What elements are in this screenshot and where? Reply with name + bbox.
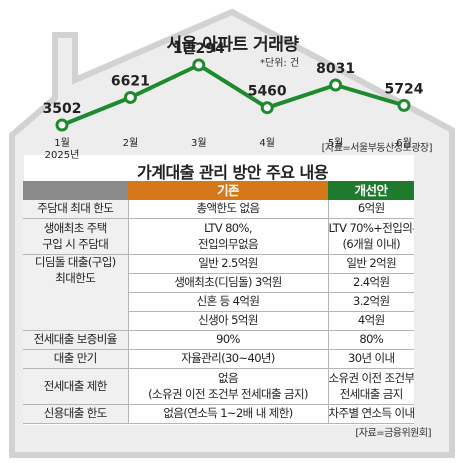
table-source: [자료=금융위원회] xyxy=(355,428,431,439)
x-tick-label: 2월 xyxy=(123,137,139,149)
cell-line: LTV 80%, xyxy=(204,221,252,235)
cell-line: 소유권 이전 조건부 xyxy=(328,371,415,385)
row-item: 대출 만기 xyxy=(23,349,129,369)
row-before: 없음(연소득 1~2배 내 제한) xyxy=(128,404,329,424)
table-row: 전세대출 보증비율 90% 80% xyxy=(23,330,414,350)
data-point xyxy=(55,118,69,132)
data-point xyxy=(260,101,274,115)
row-after: 80% xyxy=(328,330,414,350)
cell-line: (6개월 이내) xyxy=(342,236,401,251)
table-row: 생애최초(디딤돌) 3억원 2.4억원 xyxy=(23,273,414,293)
cell-line: 80% xyxy=(359,332,384,347)
row-after: 6억원 xyxy=(328,200,414,219)
cell-line: LTV 70%+전입의무 부과 xyxy=(328,221,415,235)
data-point xyxy=(192,58,206,72)
table-title: 가계대출 관리 방안 주요 내용 xyxy=(137,163,328,182)
data-point xyxy=(123,90,137,104)
row-before: 일반 2.5억원 xyxy=(128,254,329,274)
cell-line: 6억원 xyxy=(357,201,385,216)
row-after: 차주별 연소득 이내 제한 xyxy=(328,404,415,424)
row-before: 90% xyxy=(128,330,329,350)
row-after: 4억원 xyxy=(328,311,414,331)
cell-line: 자율관리(30~40년) xyxy=(181,351,275,366)
row-before: 신생아 5억원 xyxy=(128,311,329,331)
table-row: 신생아 5억원 4억원 xyxy=(23,311,414,331)
cell-line: 생애최초 주택 xyxy=(43,221,108,235)
chart-unit: *단위: 건 xyxy=(260,58,300,69)
x-tick-label: 1월 xyxy=(54,137,70,149)
header-after: 개선안 xyxy=(328,181,414,200)
row-item: 주담대 최대 한도 xyxy=(23,200,129,219)
x-tick-label: 6월 xyxy=(396,137,412,149)
chart-source: [자료=서울부동산정보광장] xyxy=(321,143,433,154)
row-before: LTV 80%, 전입의무없음 xyxy=(128,218,329,255)
data-label: 5724 xyxy=(385,81,424,97)
header-before: 기존 xyxy=(128,181,328,200)
cell-line: 대출 만기 xyxy=(53,351,98,366)
table-row: 디딤돌 대출(구입) 최대한도 일반 2.5억원 일반 2억원 xyxy=(23,254,414,331)
table-row: 신용대출 한도 없음(연소득 1~2배 내 제한) 차주별 연소득 이내 제한 xyxy=(23,404,415,424)
header-item xyxy=(23,181,128,200)
cell-line: 없음 xyxy=(218,371,239,385)
row-item: 신용대출 한도 xyxy=(23,404,129,424)
row-item: 전세대출 보증비율 xyxy=(23,330,129,350)
cell-line: 전세대출 금지 xyxy=(339,386,404,401)
cell-line: 없음(연소득 1~2배 내 제한) xyxy=(163,406,293,421)
row-before: 생애최초(디딤돌) 3억원 xyxy=(128,273,329,293)
table-row: 대출 만기 자율관리(30~40년) 30년 이내 xyxy=(23,349,414,369)
data-label: 5460 xyxy=(248,84,287,100)
row-before: 신혼 등 4억원 xyxy=(128,292,329,312)
cell-line: 신용대출 한도 xyxy=(43,406,108,421)
cell-line: 주담대 최대 한도 xyxy=(37,201,114,216)
cell-line: 90% xyxy=(216,332,240,347)
row-item: 생애최초 주택 구입 시 주담대 xyxy=(23,218,129,255)
x-tick-label: 5월 xyxy=(328,137,344,149)
line-chart: 3502 1월 6621 2월 1만294 3월 5460 4월 8031 5월 5724 6월 20… xyxy=(43,41,424,160)
chart-title: 서울 아파트 거래량 xyxy=(166,35,299,55)
series-line xyxy=(61,63,405,127)
table-row: 생애최초 주택 구입 시 주담대 LTV 80%, 전입의무없음 LTV 70%+전입의… xyxy=(23,218,415,255)
cell-line: 전세대출 보증비율 xyxy=(33,332,118,347)
row-after: 30년 이내 xyxy=(328,349,414,369)
row-after: LTV 70%+전입의무 부과(6개월 이내) xyxy=(328,218,415,255)
x-tick-label: 3월 xyxy=(191,137,207,149)
x-tick-label: 4월 xyxy=(259,137,275,149)
row-item: 디딤돌 대출(구입) 최대한도 xyxy=(23,254,129,331)
cell-line: 총액한도 없음 xyxy=(196,201,261,216)
table-header-row: 기존 개선안 xyxy=(23,181,414,200)
row-after: 일반 2억원 xyxy=(328,254,414,274)
cell-line: 구입 시 주담대 xyxy=(42,236,109,251)
table-row: 전세대출 제한 없음 (소유권 이전 조건부 전세대출 금지) 소유권 이전 조건부 전… xyxy=(23,368,415,405)
row-after: 소유권 이전 조건부 전세대출 금지 xyxy=(328,368,415,405)
table-row: 주담대 최대 한도 총액한도 없음 6억원 xyxy=(23,200,414,219)
data-point xyxy=(329,78,343,92)
data-label: 1만294 xyxy=(173,41,225,57)
cell-line: 최대한도 xyxy=(55,270,96,285)
row-before: 총액한도 없음 xyxy=(128,200,329,219)
row-before: 없음 (소유권 이전 조건부 전세대출 금지) xyxy=(128,368,329,405)
row-after: 2.4억원 xyxy=(328,273,414,293)
data-label: 6621 xyxy=(111,73,150,89)
cell-line: (소유권 이전 조건부 전세대출 금지) xyxy=(148,386,308,401)
cell-line: 전세대출 제한 xyxy=(43,378,108,393)
data-point xyxy=(397,98,411,112)
row-after: 3.2억원 xyxy=(328,292,414,312)
row-before: 자율관리(30~40년) xyxy=(128,349,329,369)
table-row: 신혼 등 4억원 3.2억원 xyxy=(23,292,414,312)
x-axis-year-label: 2025년 xyxy=(45,149,80,160)
cell-line: 30년 이내 xyxy=(348,351,395,366)
cell-line: 전입의무없음 xyxy=(198,236,258,251)
data-label: 8031 xyxy=(316,61,355,77)
row-item: 전세대출 제한 xyxy=(23,368,129,405)
data-label: 3502 xyxy=(43,101,82,117)
cell-line: 디딤돌 대출(구입) xyxy=(34,255,116,269)
cell-line: 차주별 연소득 이내 제한 xyxy=(328,406,415,421)
